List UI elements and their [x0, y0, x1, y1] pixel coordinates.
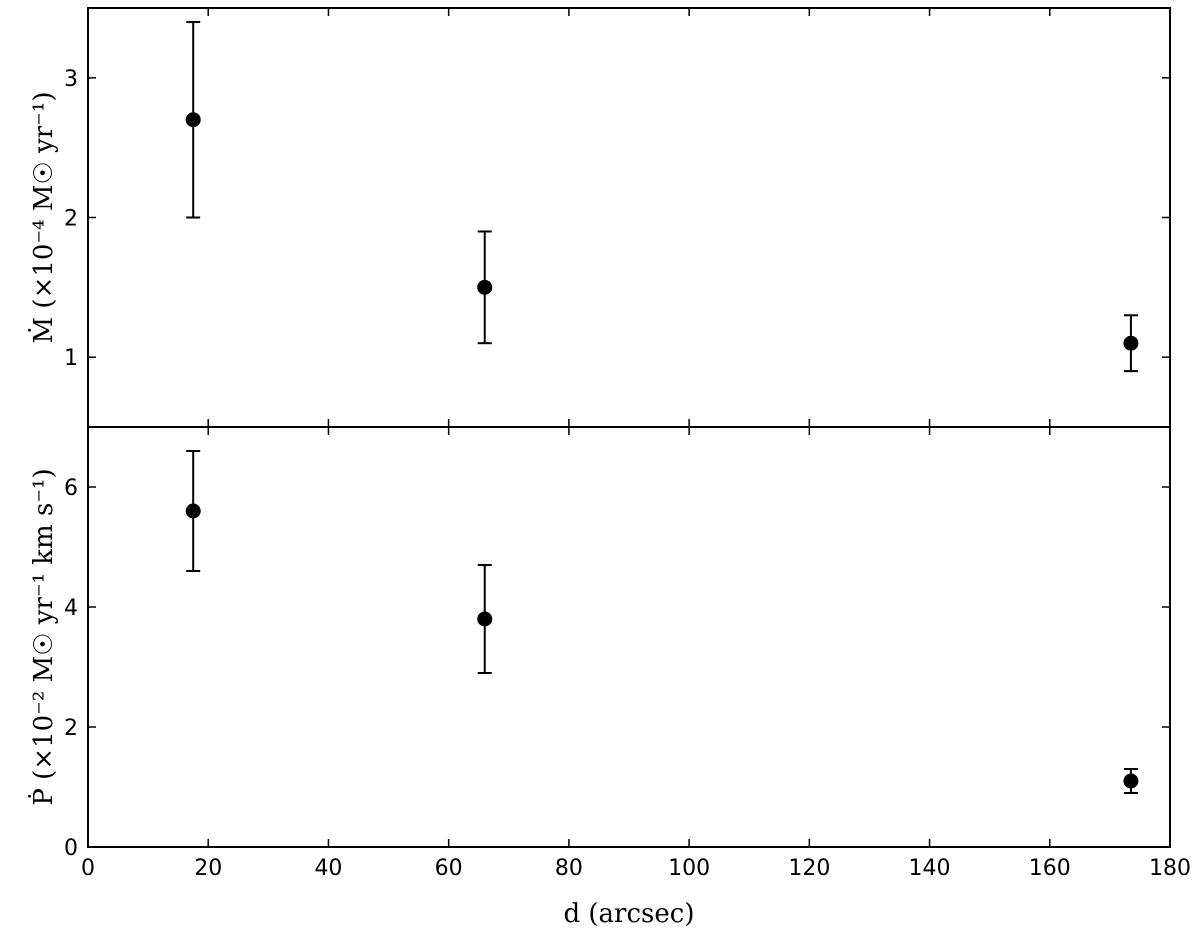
y-axis-label: Ṗ (×10⁻² M☉ yr⁻¹ km s⁻¹): [28, 468, 59, 805]
data-point: [1123, 335, 1139, 351]
data-point: [185, 503, 201, 519]
y-tick-label: 4: [64, 596, 78, 621]
x-axis-label: d (arcsec): [564, 899, 695, 929]
x-tick-label: 80: [555, 856, 583, 881]
y-tick-label: 2: [64, 716, 78, 741]
y-tick-label: 6: [64, 476, 78, 501]
y-tick-label: 2: [64, 207, 78, 232]
plot-frame: [87, 7, 1171, 428]
x-tick-label: 20: [194, 856, 222, 881]
x-tick-label: 0: [81, 856, 95, 881]
x-tick-label: 140: [909, 856, 951, 881]
x-tick-label: 180: [1149, 856, 1191, 881]
data-point: [1123, 773, 1139, 789]
x-tick-label: 160: [1029, 856, 1071, 881]
plot-frame: [87, 426, 1171, 848]
x-tick-label: 40: [314, 856, 342, 881]
data-point: [185, 112, 201, 128]
x-tick-label: 120: [788, 856, 830, 881]
y-tick-label: 1: [64, 346, 78, 371]
y-tick-label: 0: [64, 836, 78, 861]
data-point: [477, 279, 493, 295]
y-tick-label: 3: [64, 67, 78, 92]
data-point: [477, 611, 493, 627]
x-tick-label: 60: [435, 856, 463, 881]
x-tick-label: 100: [668, 856, 710, 881]
y-axis-label: Ṁ (×10⁻⁴ M☉ yr⁻¹): [28, 92, 59, 344]
